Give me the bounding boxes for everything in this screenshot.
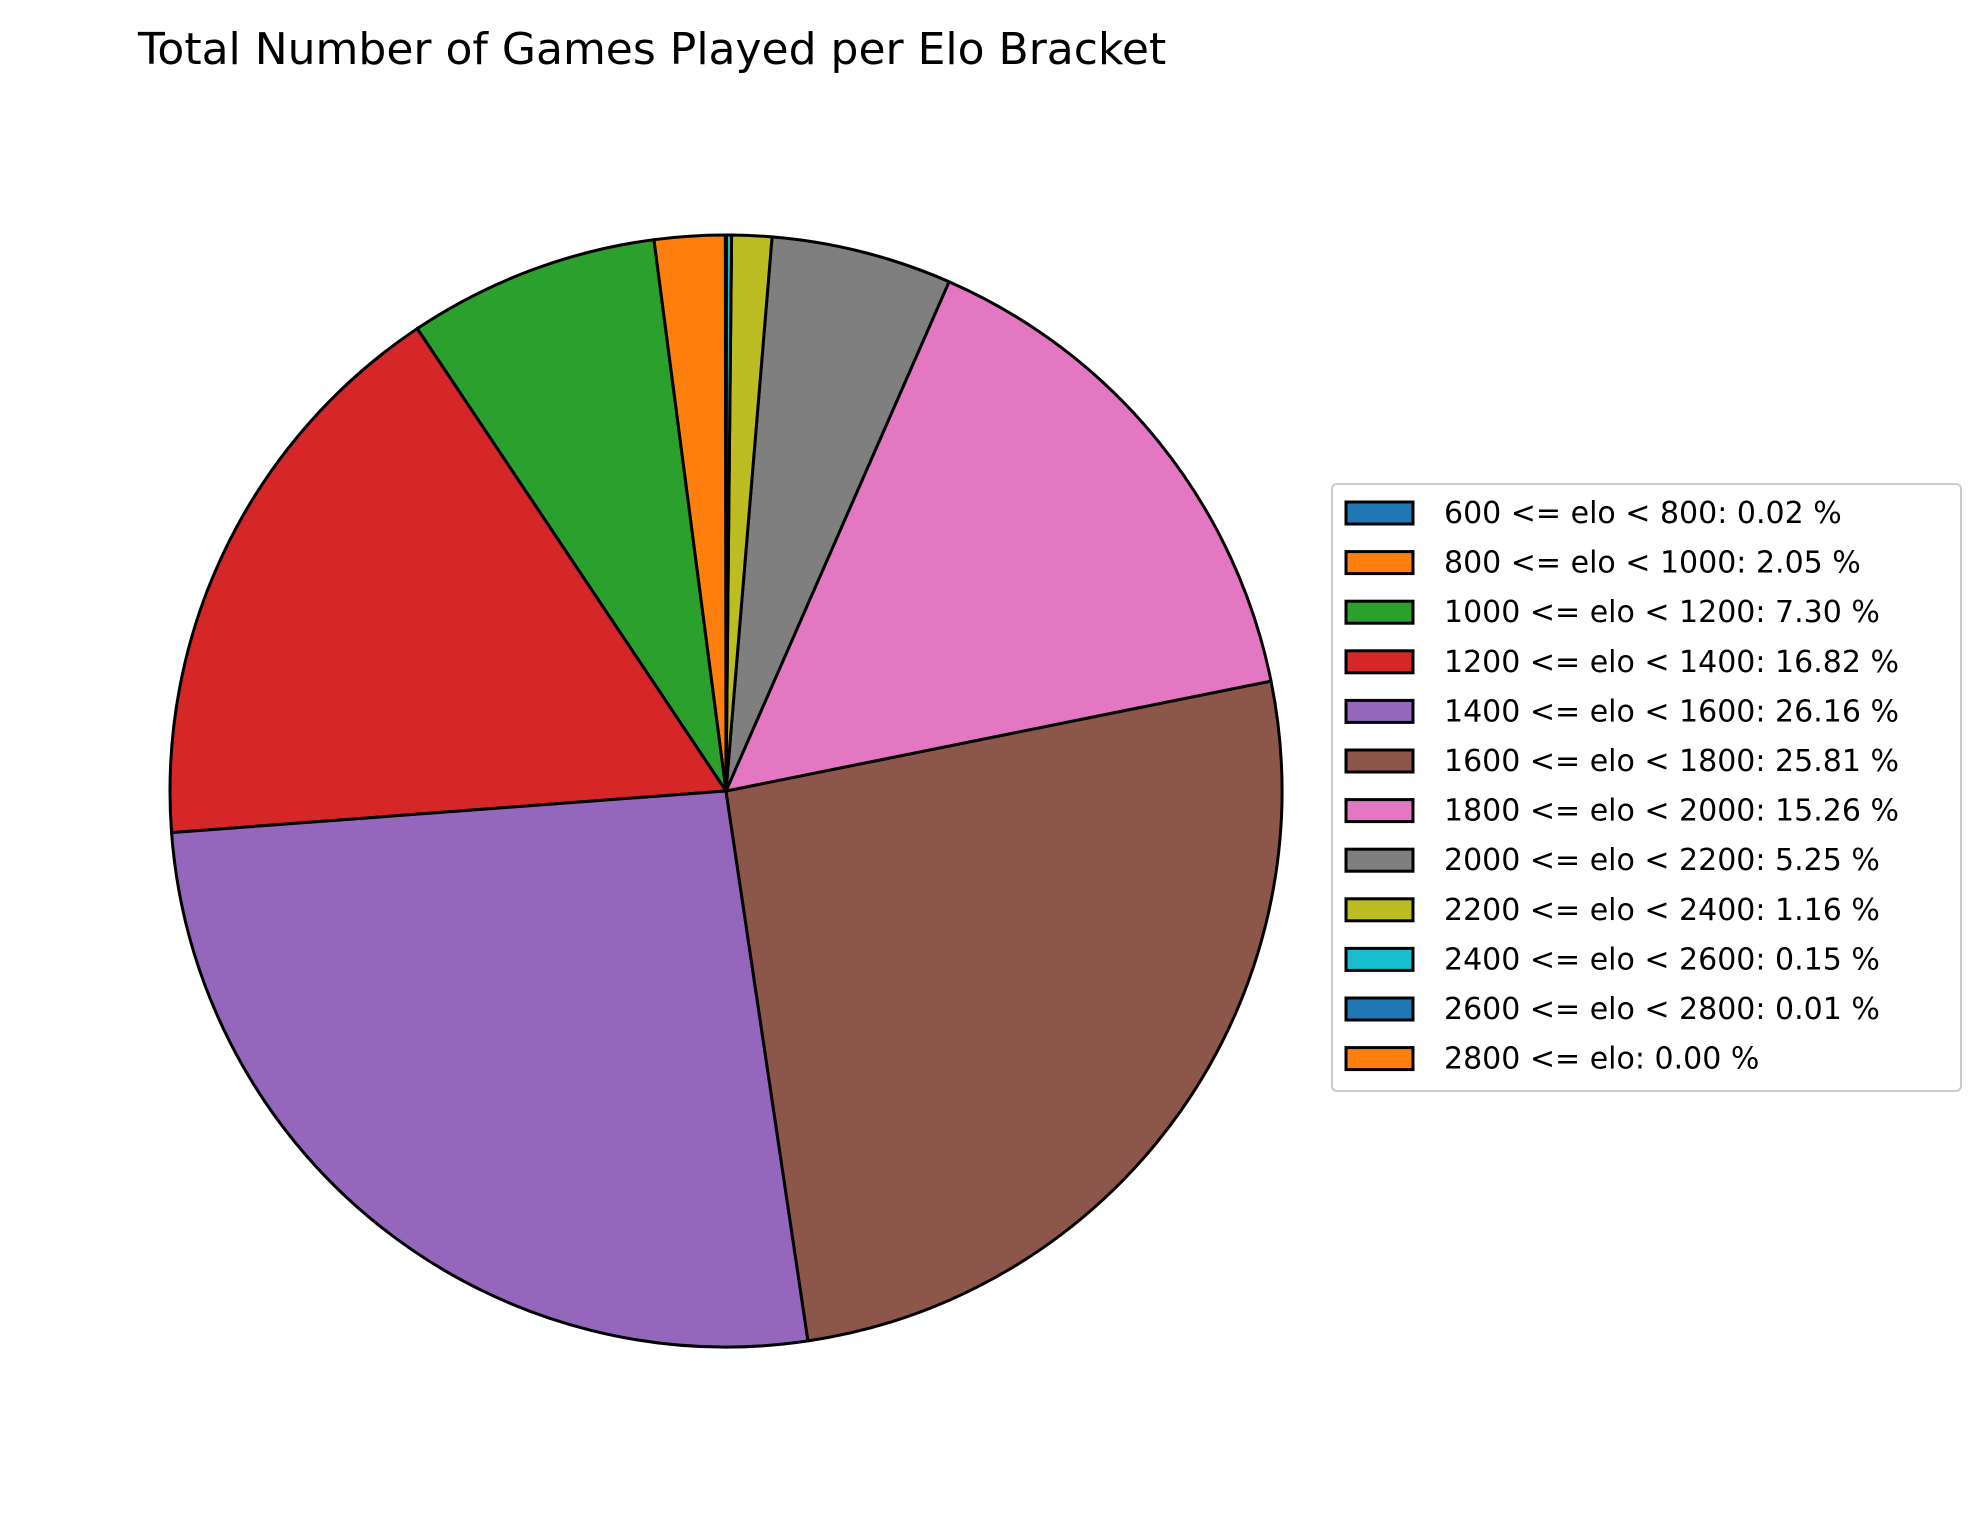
legend-label: 2400 <= elo < 2600: 0.15 % bbox=[1444, 942, 1880, 977]
legend-label: 2800 <= elo: 0.00 % bbox=[1444, 1042, 1759, 1077]
legend-swatch bbox=[1346, 601, 1413, 623]
legend-label: 800 <= elo < 1000: 2.05 % bbox=[1444, 546, 1861, 581]
legend-swatch bbox=[1346, 502, 1413, 524]
legend-swatch bbox=[1346, 800, 1413, 822]
legend-label: 2000 <= elo < 2200: 5.25 % bbox=[1444, 843, 1880, 878]
legend-label: 1800 <= elo < 2000: 15.26 % bbox=[1444, 794, 1899, 829]
legend-swatch bbox=[1346, 651, 1413, 673]
legend-label: 2200 <= elo < 2400: 1.16 % bbox=[1444, 893, 1880, 928]
legend-label: 2600 <= elo < 2800: 0.01 % bbox=[1444, 992, 1880, 1027]
pie-slices bbox=[170, 235, 1282, 1347]
legend-label: 1200 <= elo < 1400: 16.82 % bbox=[1444, 645, 1899, 680]
legend-label: 1600 <= elo < 1800: 25.81 % bbox=[1444, 744, 1899, 779]
legend-label: 1400 <= elo < 1600: 26.16 % bbox=[1444, 694, 1899, 729]
legend: 600 <= elo < 800: 0.02 % 800 <= elo < 100… bbox=[1332, 484, 1961, 1091]
legend-label: 600 <= elo < 800: 0.02 % bbox=[1444, 496, 1842, 531]
legend-swatch bbox=[1346, 552, 1413, 574]
legend-swatch bbox=[1346, 948, 1413, 970]
legend-label: 1000 <= elo < 1200: 7.30 % bbox=[1444, 595, 1880, 630]
legend-swatch bbox=[1346, 750, 1413, 772]
legend-swatch bbox=[1346, 1048, 1413, 1070]
chart-title: Total Number of Games Played per Elo Bra… bbox=[137, 24, 1166, 75]
legend-swatch bbox=[1346, 700, 1413, 722]
legend-swatch bbox=[1346, 998, 1413, 1020]
legend-swatch bbox=[1346, 849, 1413, 871]
legend-swatch bbox=[1346, 899, 1413, 921]
